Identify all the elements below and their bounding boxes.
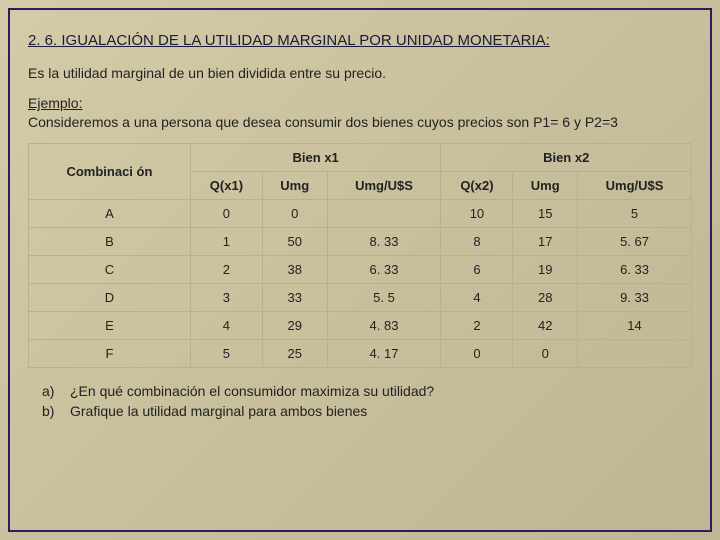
table-row: F5254. 1700 bbox=[29, 340, 692, 368]
th-combinacion: Combinaci ón bbox=[29, 144, 191, 200]
table-cell: 4 bbox=[441, 284, 513, 312]
table-cell: 38 bbox=[262, 256, 327, 284]
table-cell: E bbox=[29, 312, 191, 340]
th-umgus1: Umg/U$S bbox=[327, 172, 441, 200]
table-cell: 6. 33 bbox=[327, 256, 441, 284]
th-bienx2: Bien x2 bbox=[441, 144, 692, 172]
table-cell: 4. 83 bbox=[327, 312, 441, 340]
th-umg1: Umg bbox=[262, 172, 327, 200]
content-frame: 2. 6. IGUALACIÓN DE LA UTILIDAD MARGINAL… bbox=[8, 8, 712, 532]
table-cell: 0 bbox=[513, 340, 578, 368]
table-cell: D bbox=[29, 284, 191, 312]
table-cell: 4. 17 bbox=[327, 340, 441, 368]
table-body: A0010155B1508. 338175. 67C2386. 336196. … bbox=[29, 200, 692, 368]
table-cell: 0 bbox=[262, 200, 327, 228]
section-title: 2. 6. IGUALACIÓN DE LA UTILIDAD MARGINAL… bbox=[28, 32, 692, 49]
table-cell: 8 bbox=[441, 228, 513, 256]
intro-text: Es la utilidad marginal de un bien divid… bbox=[28, 65, 692, 81]
question-a: a) ¿En qué combinación el consumidor max… bbox=[42, 382, 692, 402]
question-a-text: ¿En qué combinación el consumidor maximi… bbox=[70, 382, 434, 402]
table-cell: 33 bbox=[262, 284, 327, 312]
table-cell: 8. 33 bbox=[327, 228, 441, 256]
table-cell: 0 bbox=[190, 200, 262, 228]
th-bienx1: Bien x1 bbox=[190, 144, 441, 172]
table-cell: 5 bbox=[190, 340, 262, 368]
table-cell: 28 bbox=[513, 284, 578, 312]
th-umgus2: Umg/U$S bbox=[578, 172, 692, 200]
example-block: Ejemplo: Consideremos a una persona que … bbox=[28, 95, 692, 131]
table-cell: 4 bbox=[190, 312, 262, 340]
table-cell: 3 bbox=[190, 284, 262, 312]
table-cell: 9. 33 bbox=[578, 284, 692, 312]
table-cell: 10 bbox=[441, 200, 513, 228]
table-cell: 50 bbox=[262, 228, 327, 256]
table-row: C2386. 336196. 33 bbox=[29, 256, 692, 284]
table-cell bbox=[578, 340, 692, 368]
ejemplo-body: Consideremos a una persona que desea con… bbox=[28, 113, 692, 131]
table-cell: 5. 67 bbox=[578, 228, 692, 256]
th-umg2: Umg bbox=[513, 172, 578, 200]
table-row: A0010155 bbox=[29, 200, 692, 228]
question-b: b) Grafique la utilidad marginal para am… bbox=[42, 402, 692, 422]
table-row: E4294. 8324214 bbox=[29, 312, 692, 340]
table-cell: 2 bbox=[441, 312, 513, 340]
th-qx1: Q(x1) bbox=[190, 172, 262, 200]
table-cell: 29 bbox=[262, 312, 327, 340]
table-cell: 19 bbox=[513, 256, 578, 284]
table-cell: 15 bbox=[513, 200, 578, 228]
table-cell: 6. 33 bbox=[578, 256, 692, 284]
question-b-text: Grafique la utilidad marginal para ambos… bbox=[70, 402, 367, 422]
table-cell: 42 bbox=[513, 312, 578, 340]
table-cell: B bbox=[29, 228, 191, 256]
table-cell bbox=[327, 200, 441, 228]
table-cell: 0 bbox=[441, 340, 513, 368]
table-cell: F bbox=[29, 340, 191, 368]
table-row: D3335. 54289. 33 bbox=[29, 284, 692, 312]
table-cell: A bbox=[29, 200, 191, 228]
table-cell: 5 bbox=[578, 200, 692, 228]
table-cell: 14 bbox=[578, 312, 692, 340]
table-cell: 2 bbox=[190, 256, 262, 284]
table-cell: 1 bbox=[190, 228, 262, 256]
question-a-letter: a) bbox=[42, 382, 60, 402]
table-cell: 17 bbox=[513, 228, 578, 256]
table-cell: 5. 5 bbox=[327, 284, 441, 312]
table-cell: 25 bbox=[262, 340, 327, 368]
th-qx2: Q(x2) bbox=[441, 172, 513, 200]
table-cell: C bbox=[29, 256, 191, 284]
ejemplo-label: Ejemplo: bbox=[28, 95, 82, 111]
utility-table: Combinaci ón Bien x1 Bien x2 Q(x1) Umg U… bbox=[28, 143, 692, 368]
question-b-letter: b) bbox=[42, 402, 60, 422]
questions-block: a) ¿En qué combinación el consumidor max… bbox=[28, 382, 692, 421]
table-cell: 6 bbox=[441, 256, 513, 284]
table-row: B1508. 338175. 67 bbox=[29, 228, 692, 256]
